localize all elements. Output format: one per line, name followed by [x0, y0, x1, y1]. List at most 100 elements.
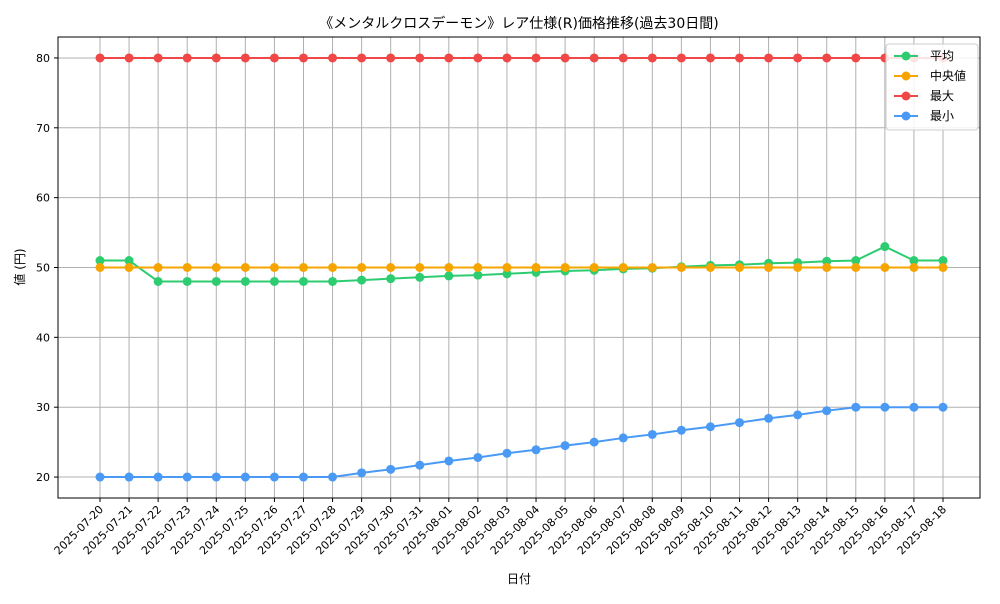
data-point — [531, 263, 541, 272]
data-point — [560, 441, 570, 451]
data-point — [328, 263, 338, 272]
data-point — [357, 53, 367, 63]
y-tick-label: 20 — [36, 471, 50, 484]
data-point — [211, 472, 221, 482]
data-point — [153, 53, 163, 63]
data-point — [822, 256, 832, 266]
data-point — [415, 272, 425, 282]
data-point — [95, 472, 105, 482]
y-tick-label: 30 — [36, 401, 50, 414]
data-point — [851, 53, 861, 63]
plot-frame — [57, 36, 981, 499]
data-point — [328, 472, 338, 482]
legend-swatch-marker — [901, 111, 911, 121]
data-point — [938, 256, 948, 266]
y-tick-label: 70 — [36, 122, 50, 135]
data-point — [589, 437, 599, 447]
legend-swatch-marker — [901, 71, 911, 81]
data-point — [647, 429, 657, 439]
data-point — [676, 53, 686, 63]
data-point — [822, 53, 832, 63]
data-point — [124, 53, 134, 63]
series-平均 — [95, 242, 948, 286]
data-point — [589, 263, 599, 272]
axes: 2025-07-202025-07-212025-07-222025-07-23… — [36, 36, 981, 557]
data-point — [153, 263, 163, 272]
data-point — [415, 263, 425, 272]
data-point — [182, 276, 192, 286]
data-point — [647, 53, 657, 63]
data-point — [182, 53, 192, 63]
data-point — [473, 452, 483, 462]
data-point — [357, 468, 367, 478]
data-point — [124, 256, 134, 266]
data-point — [240, 263, 250, 272]
series-line — [100, 245, 943, 283]
data-point — [676, 425, 686, 435]
legend-item: 平均 — [894, 49, 954, 63]
data-point — [211, 276, 221, 286]
data-point — [531, 53, 541, 63]
data-point — [851, 263, 861, 272]
x-axis-label: 日付 — [507, 572, 531, 586]
data-point — [764, 263, 774, 272]
data-point — [938, 402, 948, 412]
data-point — [618, 433, 628, 443]
data-point — [502, 263, 512, 272]
data-point — [822, 263, 832, 272]
data-point — [851, 256, 861, 266]
legend-label: 平均 — [930, 49, 954, 63]
data-point — [328, 276, 338, 286]
data-point — [531, 445, 541, 455]
data-point — [415, 460, 425, 470]
data-point — [502, 269, 512, 279]
data-point — [880, 263, 890, 272]
data-point — [298, 276, 308, 286]
data-point — [705, 422, 715, 432]
data-point — [240, 472, 250, 482]
data-point — [182, 263, 192, 272]
data-point — [444, 53, 454, 63]
data-point — [793, 53, 803, 63]
data-point — [328, 53, 338, 63]
legend-swatch-marker — [901, 91, 911, 101]
y-tick-label: 50 — [36, 262, 50, 275]
series-最小 — [95, 402, 948, 482]
data-point — [269, 53, 279, 63]
data-point — [502, 448, 512, 458]
data-point — [386, 274, 396, 284]
data-point — [880, 242, 890, 252]
data-point — [764, 53, 774, 63]
data-point — [95, 263, 105, 272]
series-最大 — [95, 53, 948, 63]
data-point — [589, 53, 599, 63]
data-point — [909, 256, 919, 266]
data-point — [298, 53, 308, 63]
data-point — [240, 276, 250, 286]
data-point — [298, 263, 308, 272]
data-point — [705, 53, 715, 63]
data-point — [124, 263, 134, 272]
data-point — [211, 263, 221, 272]
data-point — [386, 464, 396, 474]
data-point — [909, 263, 919, 272]
data-point — [647, 263, 657, 272]
data-point — [269, 263, 279, 272]
y-axis-label: 値 (円) — [12, 248, 27, 285]
data-point — [357, 263, 367, 272]
data-point — [473, 270, 483, 280]
data-point — [735, 53, 745, 63]
y-tick-label: 60 — [36, 192, 50, 205]
legend-box — [885, 43, 979, 131]
data-point — [764, 413, 774, 423]
data-point — [298, 472, 308, 482]
data-point — [909, 402, 919, 412]
data-point — [618, 263, 628, 272]
data-point — [735, 418, 745, 428]
data-point — [560, 53, 570, 63]
data-point — [880, 402, 890, 412]
chart-title: 《メンタルクロスデーモン》レア仕様(R)価格推移(過去30日間) — [319, 15, 718, 32]
data-point — [560, 263, 570, 272]
